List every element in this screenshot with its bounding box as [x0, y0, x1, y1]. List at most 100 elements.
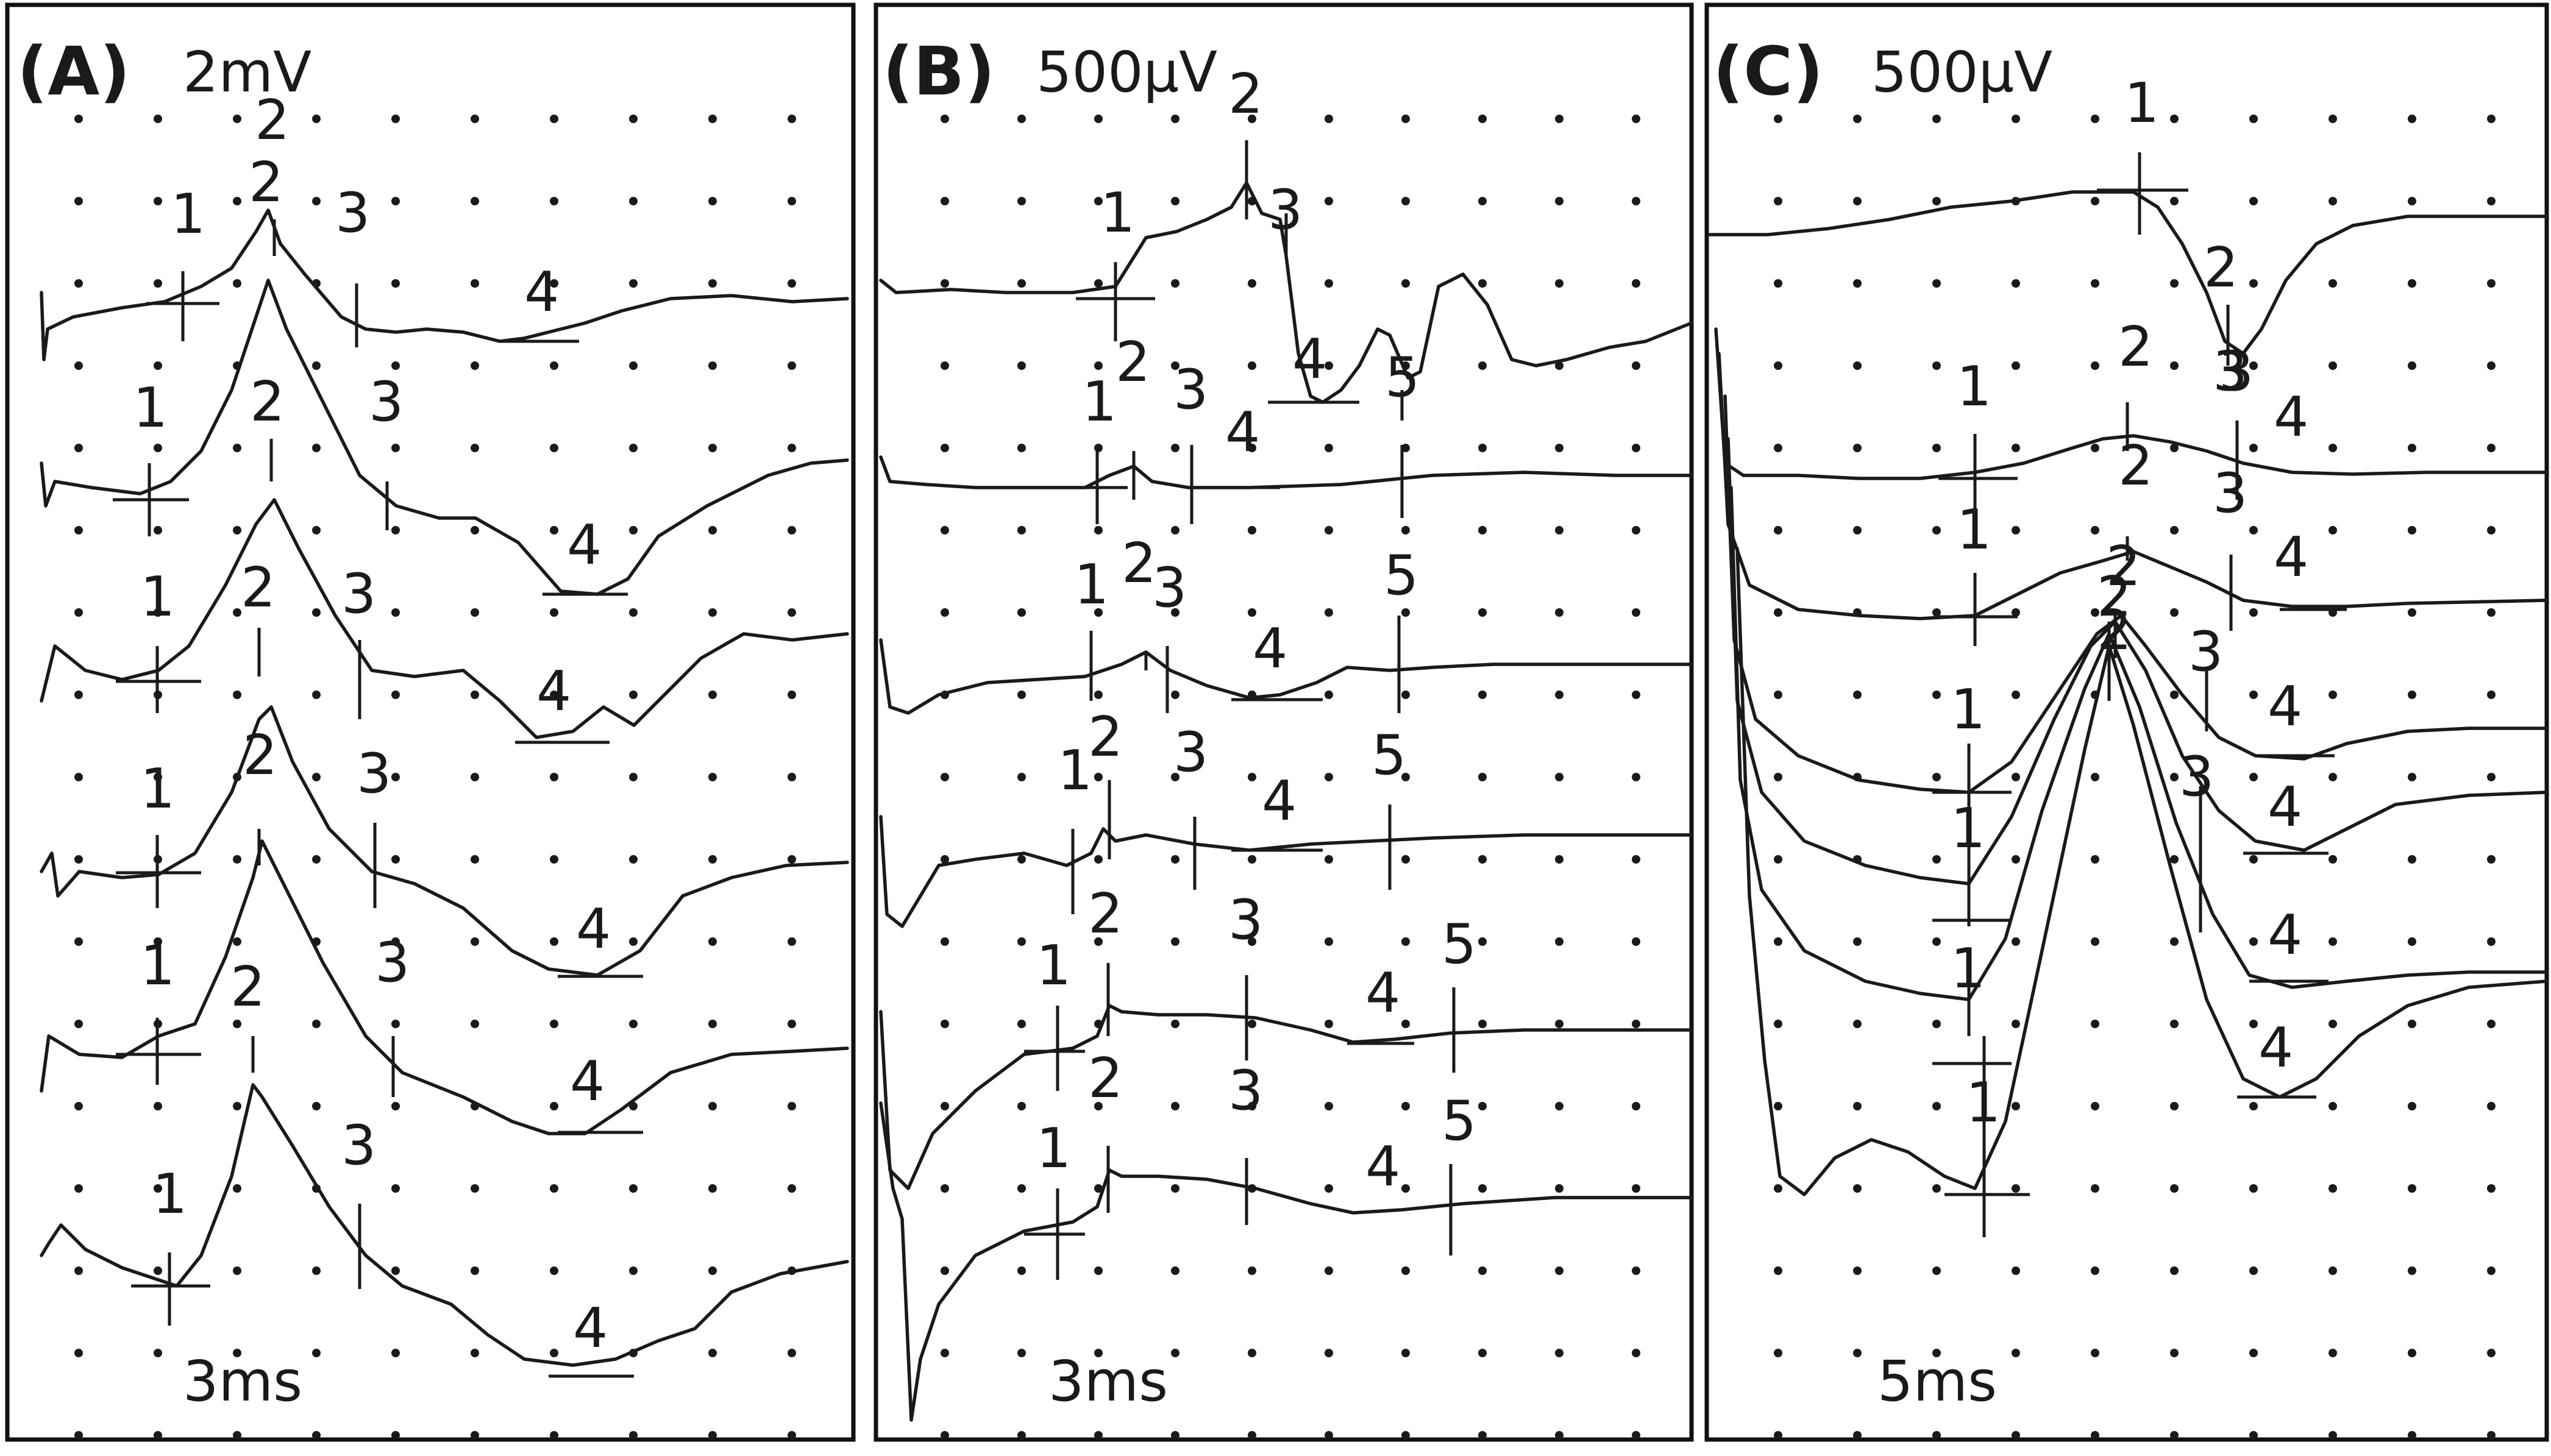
grid-dot — [2170, 526, 2179, 534]
panel-a-label: (A) — [17, 32, 130, 110]
grid-dot — [941, 1266, 949, 1275]
grid-dot — [1401, 1020, 1410, 1028]
grid-dot — [788, 855, 796, 864]
grid-dot — [2012, 1349, 2020, 1357]
grid-dot — [1632, 197, 1640, 205]
grid-dot — [1932, 773, 1941, 781]
grid-dot — [2249, 1102, 2258, 1110]
grid-dot — [629, 361, 638, 370]
grid-dot — [708, 608, 717, 617]
grid-dot — [1774, 773, 1782, 781]
trace: 1 2 3 4 — [40, 839, 849, 1135]
marker-label: 4 — [1253, 617, 1287, 681]
grid-dot — [2408, 444, 2416, 452]
grid-dot — [471, 197, 479, 205]
grid-dot — [312, 444, 321, 452]
grid-dot — [2091, 279, 2099, 288]
grid-dot — [1478, 197, 1487, 205]
grid-dot — [788, 1349, 796, 1357]
grid-dot — [471, 1266, 479, 1275]
grid-dot — [941, 1102, 949, 1110]
grid-dot — [708, 526, 717, 534]
grid-dot — [2249, 937, 2258, 946]
grid-dot — [1632, 1102, 1640, 1110]
marker-label: 5 — [1384, 544, 1418, 608]
grid-dot — [471, 115, 479, 123]
trace: 1 2 3 4 5 — [879, 62, 1693, 421]
marker-label: 3 — [341, 1113, 376, 1177]
grid-dot — [2408, 361, 2416, 370]
grid-dot — [471, 855, 479, 864]
grid-dot — [1932, 1020, 1941, 1028]
grid-dot — [233, 197, 241, 205]
grid-dot — [2170, 691, 2179, 699]
grid-dot — [1774, 1184, 1782, 1193]
grid-dot — [233, 1431, 241, 1440]
marker-label: 3 — [357, 742, 391, 806]
grid-dot — [1017, 444, 1026, 452]
grid-dot — [1478, 444, 1487, 452]
grid-dot — [1932, 1349, 1941, 1357]
grid-dot — [1632, 773, 1640, 781]
panel-a-amplitude-scale: 2mV — [183, 40, 311, 105]
marker-label: 3 — [375, 931, 410, 995]
grid-dot — [1171, 1102, 1179, 1110]
grid-dot — [708, 773, 717, 781]
grid-dot — [941, 1349, 949, 1357]
grid-dot — [1017, 1184, 1026, 1193]
grid-dot — [391, 773, 400, 781]
grid-dot — [471, 1349, 479, 1357]
marker-label: 4 — [570, 1049, 605, 1113]
grid-dot — [1017, 1349, 1026, 1357]
marker-label: 1 — [140, 757, 175, 821]
grid-dot — [1774, 444, 1782, 452]
grid-dot — [2408, 608, 2416, 617]
grid-dot — [74, 691, 83, 699]
grid-dot — [2170, 608, 2179, 617]
grid-dot — [708, 115, 717, 123]
marker-label: 4 — [1292, 327, 1327, 391]
grid-dot — [471, 937, 479, 946]
grid-dot — [2408, 1266, 2416, 1275]
grid-dot — [1774, 937, 1782, 946]
grid-dot — [788, 1431, 796, 1440]
grid-dot — [2329, 1431, 2337, 1440]
grid-dot — [154, 197, 162, 205]
grid-dot — [941, 1020, 949, 1028]
grid-dot — [788, 444, 796, 452]
grid-dot — [629, 855, 638, 864]
grid-dot — [1932, 526, 1941, 534]
trace: 1 2 3 4 — [40, 498, 849, 744]
grid-dot — [1325, 1431, 1333, 1440]
marker-label: 1 — [2124, 71, 2159, 135]
grid-dot — [629, 1020, 638, 1028]
grid-dot — [1325, 115, 1333, 123]
panel-c-traces: 1 2 3 1 2 3 4 1 2 3 4 — [1708, 71, 2549, 1237]
grid-dot — [629, 115, 638, 123]
grid-dot — [1325, 773, 1333, 781]
grid-dot — [312, 115, 321, 123]
grid-dot — [2408, 1020, 2416, 1028]
grid-dot — [550, 1266, 558, 1275]
grid-dot — [1017, 1020, 1026, 1028]
grid-dot — [2170, 1102, 2179, 1110]
grid-dot — [2012, 444, 2020, 452]
grid-dot — [2249, 1184, 2258, 1193]
grid-dot — [1248, 1431, 1256, 1440]
grid-dot — [1171, 115, 1179, 123]
panel-b-amplitude-scale: 500µV — [1036, 40, 1217, 105]
grid-dot — [2249, 115, 2258, 123]
grid-dot — [2487, 115, 2496, 123]
grid-dot — [1632, 1266, 1640, 1275]
grid-dot — [708, 1349, 717, 1357]
grid-dot — [1017, 361, 1026, 370]
grid-dot — [233, 279, 241, 288]
grid-dot — [471, 691, 479, 699]
grid-dot — [2487, 1266, 2496, 1275]
marker-label: 4 — [1262, 769, 1297, 833]
grid-dot — [391, 691, 400, 699]
panel-b-label: (B) — [883, 32, 995, 110]
grid-dot — [2487, 444, 2496, 452]
marker-label: 1 — [1082, 370, 1117, 434]
grid-dot — [2329, 691, 2337, 699]
